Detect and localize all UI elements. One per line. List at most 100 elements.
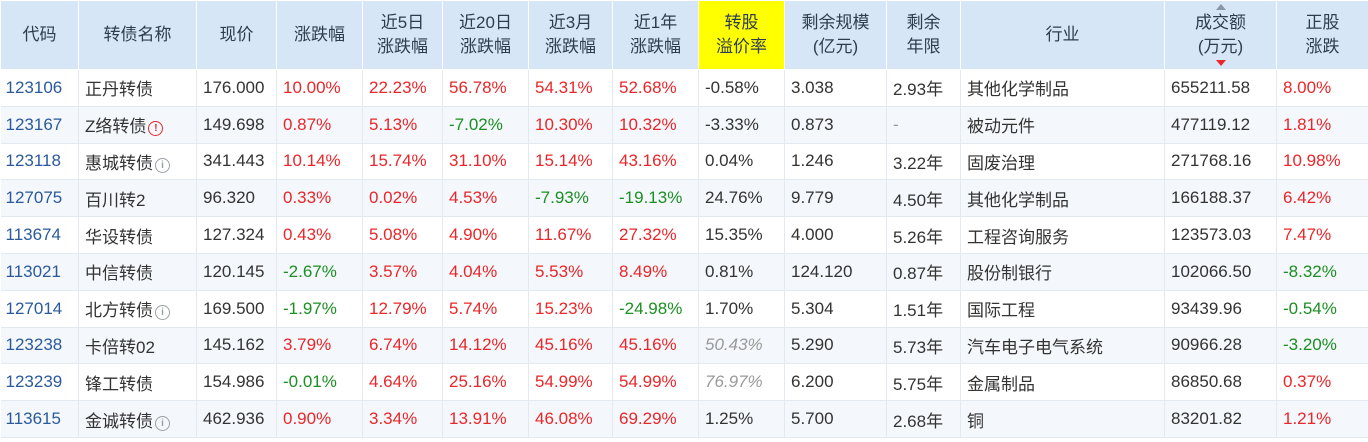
col-header-years[interactable]: 剩余 年限 [886,0,961,70]
cell-price: 127.324 [196,216,277,254]
cell-change-3m-text: 10.30% [535,114,593,134]
header-row: 代码 转债名称 现价 涨跌幅 近5日 涨跌幅 近20日 涨跌幅 近3月 涨跌幅 近1年 涨跌幅 转股 溢价… [0,0,1368,70]
cell-years: 2.93年 [886,69,961,107]
cell-name[interactable]: 北方转债 i [78,290,197,328]
cell-premium: -0.58% [698,69,785,107]
col-header-change[interactable]: 涨跌幅 [276,0,363,70]
cell-stock-change-text: -0.54% [1283,298,1337,318]
cell-price-text: 154.986 [203,372,265,392]
cell-name[interactable]: 百川转2 [78,179,197,218]
cell-change-3m-text: 15.14% [535,151,593,171]
cell-price-text: 169.500 [203,298,265,318]
cell-scale-text: 6.200 [791,372,834,392]
cell-change-1y: -19.13% [612,179,699,218]
cell-code[interactable]: 123118 [0,143,79,181]
col-header-name[interactable]: 转债名称 [78,0,197,70]
cell-code[interactable]: 127014 [0,290,79,328]
cell-price: 96.320 [196,179,277,218]
cell-price-text: 176.000 [203,77,265,97]
table-body: 123106 正丹转债 176.000 10.00% 22.23% 56.78% 54.31… [0,69,1368,438]
table-row[interactable]: 123238 卡倍转02 145.162 3.79% 6.74% 14.12% 45.16%… [0,327,1368,365]
col-header-stock-change[interactable]: 正股 涨跌 [1276,0,1368,70]
col-header-premium[interactable]: 转股 溢价率 [698,0,785,70]
col-header-scale[interactable]: 剩余规模 (亿元) [784,0,887,70]
table-row[interactable]: 123106 正丹转债 176.000 10.00% 22.23% 56.78% 54.31… [0,69,1368,107]
cell-change-1y: 69.29% [612,400,699,438]
cell-change-20d: -7.02% [442,106,529,144]
cell-change-20d-text: 56.78% [449,77,507,97]
cell-change-5d: 12.79% [362,290,443,328]
cell-turnover-text: 93439.96 [1171,298,1242,318]
warning-icon[interactable]: ! [148,121,164,137]
cell-years-text: 5.75年 [893,374,944,394]
cell-premium-text: -3.33% [705,114,759,134]
info-icon[interactable]: i [155,415,170,431]
cell-name[interactable]: 中信转债 [78,253,197,291]
cell-code-text: 113615 [5,409,61,429]
cell-name[interactable]: 卡倍转02 [78,327,197,365]
table-row[interactable]: 123239 锋工转债 154.986 -0.01% 4.64% 25.16% 54.99%… [0,363,1368,402]
cell-scale-text: 9.779 [791,188,834,208]
cell-change-5d-text: 3.57% [369,261,418,281]
table-row[interactable]: 127014 北方转债 i 169.500 -1.97% 12.79% 5.74% 15.23… [0,290,1368,328]
col-header-industry[interactable]: 行业 [960,0,1165,70]
cell-code[interactable]: 113674 [0,216,79,254]
col-header-label: 近1年 [633,13,678,32]
cell-name[interactable]: 惠城转债 i [78,143,197,181]
cell-turnover: 83201.82 [1164,400,1277,438]
sort-desc-icon[interactable] [1215,60,1226,66]
cell-price-text: 120.145 [203,261,265,281]
cell-code-text: 123167 [5,114,63,134]
table-row[interactable]: 113615 金诚转债 i 462.936 0.90% 3.34% 13.91% 46.08%… [0,400,1368,438]
cell-name-text: 锋工转债 [85,374,153,394]
cell-premium-text: 1.70% [705,298,754,318]
table-row[interactable]: 127075 百川转2 96.320 0.33% 0.02% 4.53% -7.93% -19… [0,179,1368,218]
cell-premium-text: -0.58% [705,77,759,97]
sort-asc-icon[interactable] [1215,4,1226,10]
cell-name[interactable]: Z络转债! [78,106,197,144]
cell-code[interactable]: 113021 [0,253,79,291]
col-header-change-3m[interactable]: 近3月 涨跌幅 [528,0,613,70]
cell-change-3m: 46.08% [528,400,613,438]
col-header-price[interactable]: 现价 [196,0,277,70]
cell-change-text: 0.33% [283,188,332,208]
cell-change-1y-text: 69.29% [619,409,677,429]
cell-code[interactable]: 123239 [0,363,79,402]
table-row[interactable]: 123118 惠城转债 i 341.443 10.14% 15.74% 31.10% 15.1… [0,143,1368,181]
info-icon[interactable]: i [155,305,170,321]
cell-scale-text: 4.000 [791,225,834,245]
col-header-label: 转债名称 [103,25,172,44]
cell-scale-text: 5.304 [791,298,834,318]
cell-turnover: 123573.03 [1164,216,1277,254]
table-row[interactable]: 113021 中信转债 120.145 -2.67% 3.57% 4.04% 5.53% 8.… [0,253,1368,291]
cell-years-text: 5.73年 [893,337,944,357]
cell-code[interactable]: 123167 [0,106,79,144]
cell-years-text: 3.22年 [893,153,944,173]
cell-name[interactable]: 金诚转债 i [78,400,197,438]
cell-code[interactable]: 127075 [0,179,79,218]
col-header-change-1y[interactable]: 近1年 涨跌幅 [612,0,699,70]
cell-code[interactable]: 123238 [0,327,79,365]
cell-name[interactable]: 锋工转债 [78,363,197,402]
cell-change-3m-text: 54.31% [535,77,593,97]
cell-price: 145.162 [196,327,277,365]
cell-name[interactable]: 正丹转债 [78,69,197,107]
table-row[interactable]: 123167 Z络转债! 149.698 0.87% 5.13% -7.02% 10.30%… [0,106,1368,144]
cell-change: -0.01% [276,363,363,402]
cell-name[interactable]: 华设转债 [78,216,197,254]
cell-code[interactable]: 113615 [0,400,79,438]
info-icon[interactable]: i [155,157,170,173]
cell-stock-change-text: 0.37% [1283,372,1332,392]
col-header-code[interactable]: 代码 [0,0,79,70]
cell-turnover-text: 86850.68 [1171,372,1242,392]
cell-turnover: 655211.58 [1164,69,1277,107]
cell-turnover: 166188.37 [1164,179,1277,218]
cell-premium-text: 0.81% [705,261,754,281]
table-row[interactable]: 113674 华设转债 127.324 0.43% 5.08% 4.90% 11.67% 27… [0,216,1368,254]
cell-industry: 国际工程 [960,290,1165,328]
col-header-turnover[interactable]: 成交额 (万元) [1164,0,1277,70]
col-header-change-20d[interactable]: 近20日 涨跌幅 [442,0,529,70]
cell-change-20d-text: 4.04% [449,261,498,281]
cell-code[interactable]: 123106 [0,69,79,107]
col-header-change-5d[interactable]: 近5日 涨跌幅 [362,0,443,70]
